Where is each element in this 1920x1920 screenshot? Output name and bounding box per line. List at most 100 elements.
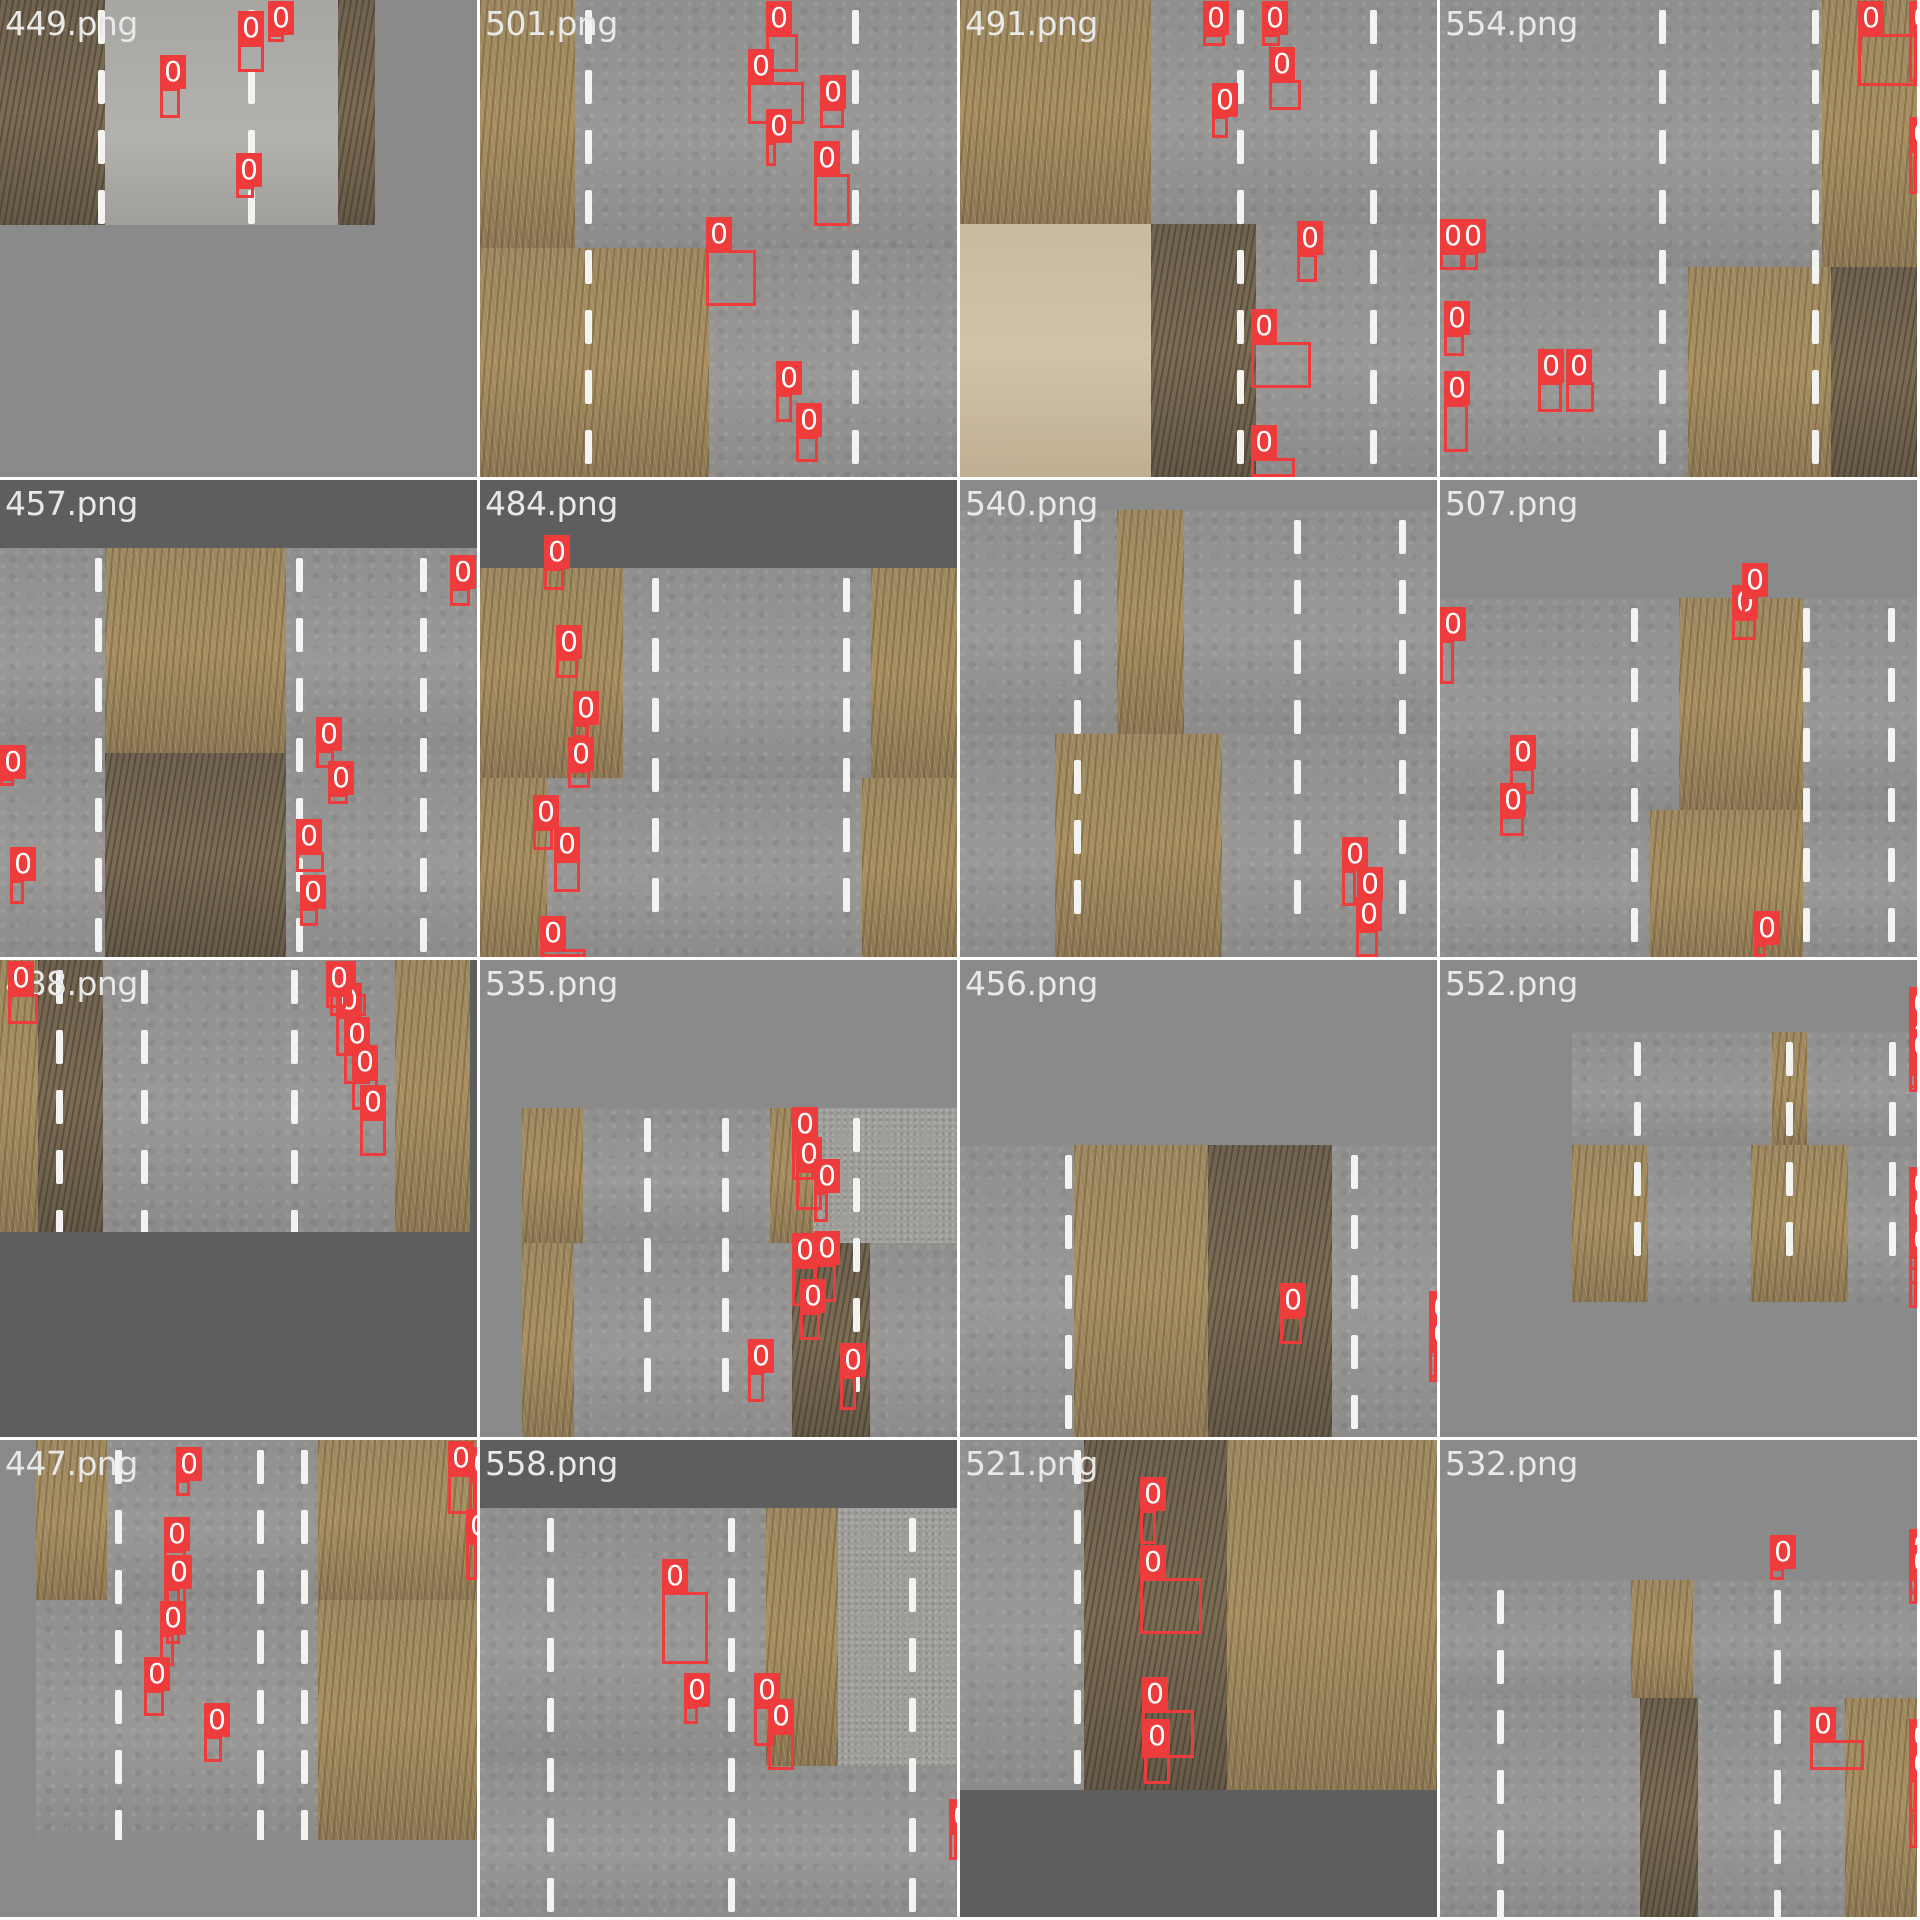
lane-marking: [291, 970, 299, 1004]
lane-marking: [1773, 1710, 1781, 1744]
class-label: 0: [949, 1799, 957, 1833]
class-label: 0: [0, 745, 26, 779]
lane-marking: [852, 190, 860, 224]
class-label: 0: [1297, 221, 1323, 255]
lane-marking: [584, 10, 592, 44]
lane-marking: [300, 1570, 308, 1604]
lane-marking: [1074, 1750, 1082, 1784]
image-patch: [1848, 1145, 1917, 1302]
class-label: 0: [796, 1137, 822, 1171]
class-label: 0: [533, 795, 559, 829]
lane-marking: [1351, 1275, 1359, 1309]
class-label: 0: [316, 717, 342, 751]
lane-marking: [1659, 370, 1667, 404]
class-label: 0: [1742, 563, 1768, 597]
detection-box: 0: [556, 625, 582, 678]
lane-marking: [1398, 640, 1406, 674]
class-label: 0: [1909, 1747, 1917, 1781]
aerial-road-image: [0, 0, 375, 225]
class-label: 0: [1357, 867, 1383, 901]
detection-box: 0: [1140, 1545, 1202, 1634]
detection-box: 0: [840, 1343, 866, 1410]
lane-marking: [1773, 1590, 1781, 1624]
image-patch: [480, 1508, 767, 1766]
lane-marking: [115, 1510, 123, 1544]
class-label: 0: [1909, 1223, 1917, 1257]
class-label: 0: [352, 1045, 378, 1079]
lane-marking: [56, 1150, 64, 1184]
class-label: 0: [1460, 219, 1486, 253]
lane-marking: [419, 738, 427, 772]
lane-marking: [1293, 880, 1301, 914]
image-filename: 491.png: [965, 4, 1098, 43]
lane-marking: [1293, 760, 1301, 794]
image-patch: [1255, 224, 1437, 477]
lane-marking: [1812, 70, 1820, 104]
class-label: 0: [450, 555, 476, 589]
lane-marking: [419, 618, 427, 652]
lane-marking: [1074, 1450, 1082, 1484]
image-patch: [960, 224, 1151, 477]
detection-box: 0: [573, 691, 599, 738]
lane-marking: [1812, 370, 1820, 404]
mosaic-tile: 484.png 0 0 0 0 0 0 0: [480, 480, 957, 957]
lane-marking: [842, 878, 850, 912]
lane-marking: [1351, 1155, 1359, 1189]
detection-box: 0: [1251, 425, 1295, 477]
lane-marking: [141, 1090, 148, 1124]
lane-marking: [1074, 640, 1082, 674]
lane-marking: [1370, 370, 1378, 404]
lane-marking: [1659, 10, 1667, 44]
lane-marking: [295, 558, 303, 592]
lane-marking: [115, 1750, 123, 1784]
image-patch: [871, 568, 957, 779]
lane-marking: [728, 1638, 736, 1672]
detection-box: 0: [164, 1517, 190, 1610]
class-label: 0: [796, 403, 822, 437]
lane-marking: [1351, 1335, 1359, 1369]
class-label: 0: [1140, 1545, 1166, 1579]
detection-box: 0: [268, 1, 294, 42]
class-label: 0: [814, 141, 840, 175]
lane-marking: [1064, 1335, 1072, 1369]
lane-marking: [295, 858, 303, 892]
lane-marking: [651, 818, 659, 852]
detection-box: 0: [1510, 735, 1536, 794]
lane-marking: [584, 370, 592, 404]
aerial-road-image: [480, 568, 957, 957]
detection-box: 0: [352, 1045, 378, 1110]
aerial-road-image: [480, 1508, 957, 1917]
detection-box: 0: [160, 1601, 186, 1666]
image-patch: [1440, 809, 1650, 957]
detection-box: 0: [766, 109, 792, 166]
lane-marking: [300, 1450, 308, 1484]
detection-box: 0: [814, 1159, 840, 1222]
class-label: 0: [1858, 1, 1884, 35]
lane-marking: [852, 1238, 860, 1272]
mosaic-tile: 540.png 0 0 0: [960, 480, 1437, 957]
mosaic-tile: 449.png 0 0 0 0: [0, 0, 477, 477]
lane-marking: [1293, 520, 1301, 554]
lane-marking: [291, 1030, 299, 1064]
detection-box: 0: [748, 49, 804, 124]
class-label: 0: [10, 847, 36, 881]
lane-marking: [1773, 1890, 1781, 1917]
detection-box: 0: [1444, 371, 1470, 452]
detection-box: 0: [1810, 1707, 1864, 1770]
image-patch: [1831, 267, 1917, 477]
lane-marking: [115, 1690, 123, 1724]
lane-marking: [651, 578, 659, 612]
detection-box: 0: [748, 1339, 774, 1402]
lane-marking: [256, 1630, 264, 1664]
lane-marking: [1634, 1102, 1642, 1136]
lane-marking: [1773, 1770, 1781, 1804]
lane-marking: [852, 130, 860, 164]
mosaic-tile: 491.png 0 0 0 0 0 0 0: [960, 0, 1437, 477]
lane-marking: [1659, 310, 1667, 344]
lane-marking: [1293, 820, 1301, 854]
lane-marking: [97, 190, 105, 224]
lane-marking: [651, 698, 659, 732]
lane-marking: [95, 618, 103, 652]
class-label: 0: [1429, 1317, 1437, 1351]
